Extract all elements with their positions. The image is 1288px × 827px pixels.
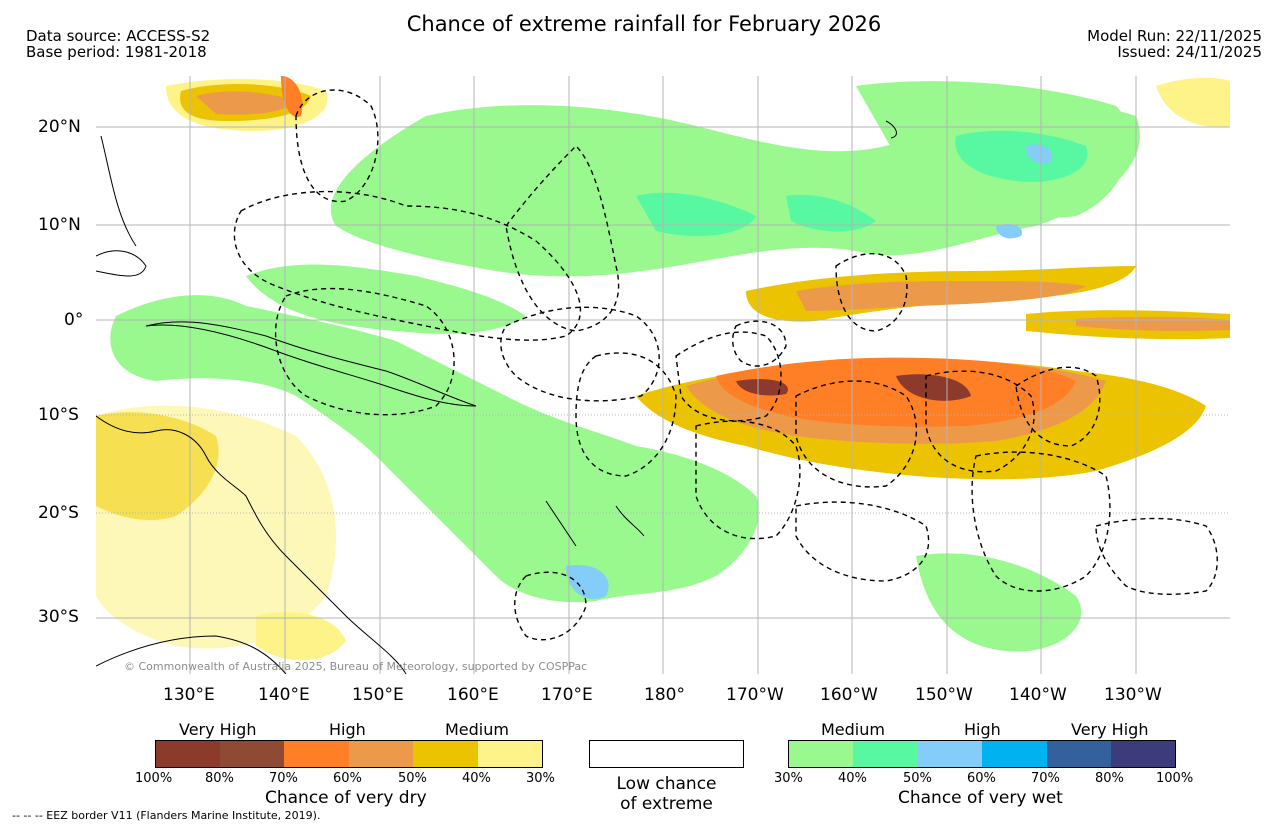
- dry-swatch-50-40: [413, 741, 478, 767]
- wet-regions: [110, 81, 1140, 652]
- wet-swatch-70-80: [1047, 741, 1111, 767]
- wet-tick: 100%: [1156, 771, 1194, 786]
- dry-colorbar-title: Chance of very dry: [265, 788, 427, 808]
- lon-label-140w: 140°W: [1009, 685, 1067, 705]
- eez-footnote: -- -- -- EEZ border V11 (Flanders Marine…: [12, 809, 321, 822]
- map-credit: © Commonwealth of Australia 2025, Bureau…: [124, 660, 587, 673]
- wet-tick: 80%: [1095, 771, 1124, 786]
- dry-swatch-70-60: [284, 741, 349, 767]
- dry-medium-label: Medium: [445, 720, 509, 739]
- wet-high-label: High: [964, 720, 1001, 739]
- lon-label-150e: 150°E: [352, 685, 404, 705]
- wet-colorbar: [788, 740, 1176, 768]
- lat-label-20s: 20°S: [38, 503, 79, 523]
- lat-label-30s: 30°S: [38, 607, 79, 627]
- dry-tick: 80%: [205, 771, 234, 786]
- lon-label-180: 180°: [644, 685, 685, 705]
- wet-very-high-label: Very High: [1071, 720, 1149, 739]
- lon-label-170e: 170°E: [541, 685, 593, 705]
- wet-swatch-80-100: [1111, 741, 1175, 767]
- lon-label-170w: 170°W: [726, 685, 784, 705]
- base-period: Base period: 1981-2018: [26, 43, 207, 61]
- dry-tick: 50%: [398, 771, 427, 786]
- lon-label-160e: 160°E: [447, 685, 499, 705]
- dry-tick: 70%: [269, 771, 298, 786]
- wet-swatch-40-50: [853, 741, 918, 767]
- dry-swatch-80-70: [220, 741, 284, 767]
- dry-high-label: High: [329, 720, 366, 739]
- wet-colorbar-title: Chance of very wet: [898, 788, 1063, 808]
- low-chance-line1: Low chance: [616, 774, 717, 794]
- lon-label-160w: 160°W: [820, 685, 878, 705]
- eez-borders: [233, 89, 1218, 641]
- dry-swatch-60-50: [349, 741, 413, 767]
- low-chance-swatch: [589, 740, 744, 768]
- chart-title: Chance of extreme rainfall for February …: [406, 12, 882, 36]
- wet-tick: 60%: [967, 771, 996, 786]
- lat-label-0: 0°: [64, 310, 84, 330]
- low-chance-label: Low chance of extreme: [589, 774, 744, 814]
- lon-label-130w: 130°W: [1104, 685, 1162, 705]
- lat-label-10s: 10°S: [38, 405, 79, 425]
- graticule: [96, 76, 1230, 674]
- wet-tick: 30%: [774, 771, 803, 786]
- wet-tick: 40%: [838, 771, 867, 786]
- lon-label-150w: 150°W: [915, 685, 973, 705]
- wet-swatch-60-70: [982, 741, 1047, 767]
- wet-swatch-30-40: [789, 741, 853, 767]
- issued-date: Issued: 24/11/2025: [1117, 43, 1262, 61]
- dry-swatch-100-80: [156, 741, 220, 767]
- lon-label-130e: 130°E: [163, 685, 215, 705]
- lat-label-20n: 20°N: [38, 117, 81, 137]
- lon-label-140e: 140°E: [258, 685, 310, 705]
- lat-label-10n: 10°N: [38, 215, 81, 235]
- dry-regions: [96, 76, 1230, 661]
- wet-tick: 70%: [1031, 771, 1060, 786]
- wet-tick: 50%: [903, 771, 932, 786]
- model-run: Model Run: 22/11/2025: [1087, 27, 1262, 45]
- dry-tick: 30%: [526, 771, 555, 786]
- dry-tick: 40%: [462, 771, 491, 786]
- dry-colorbar: [155, 740, 543, 768]
- dry-very-high-label: Very High: [179, 720, 257, 739]
- rainfall-map[interactable]: © Commonwealth of Australia 2025, Bureau…: [96, 76, 1230, 674]
- low-chance-line2: of extreme: [620, 794, 713, 814]
- dry-tick: 100%: [135, 771, 173, 786]
- wet-medium-label: Medium: [821, 720, 885, 739]
- data-source: Data source: ACCESS-S2: [26, 27, 211, 45]
- wet-swatch-50-60: [918, 741, 982, 767]
- dry-swatch-40-30: [478, 741, 542, 767]
- coastlines: [96, 120, 897, 674]
- dry-tick: 60%: [333, 771, 362, 786]
